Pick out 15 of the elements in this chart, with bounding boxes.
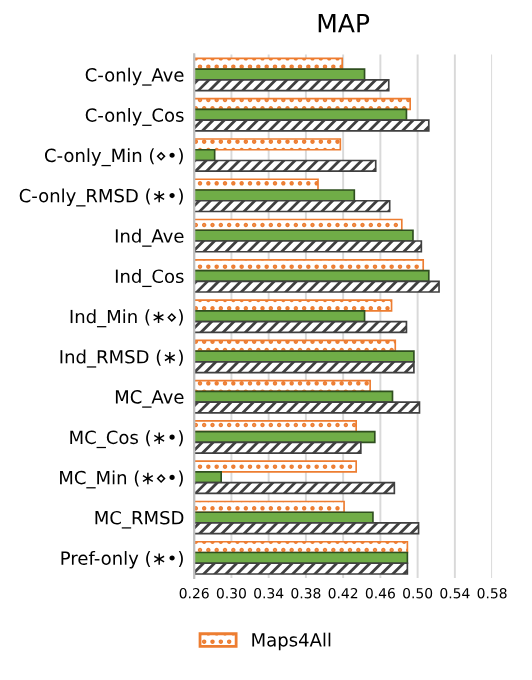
y-tick-label: Ind_RMSD (∗): [60, 349, 183, 368]
y-tick-label: MC_Min (∗⋄•): [60, 470, 183, 489]
y-tick-label: Pref-only (∗•): [61, 551, 183, 569]
legend-label: Maps4All: [252, 632, 331, 651]
chart-title: MAP: [318, 13, 370, 33]
y-tick-label: C-only_Cos: [85, 107, 184, 126]
y-tick-label: Ind_Min (∗⋄): [70, 309, 183, 328]
y-tick-label: C-only_Ave: [85, 67, 184, 86]
y-tick-label: MC_Cos (∗•): [70, 430, 183, 449]
y-tick-label: Ind_Cos: [115, 269, 184, 288]
y-tick-label: Ind_Ave: [115, 228, 184, 247]
y-tick-label: C-only_Min (⋄•): [44, 148, 183, 167]
y-tick-label: MC_Ave: [115, 390, 184, 408]
y-tick-label: C-only_RMSD (∗•): [19, 188, 183, 207]
y-tick-label: MC_RMSD: [95, 510, 184, 529]
